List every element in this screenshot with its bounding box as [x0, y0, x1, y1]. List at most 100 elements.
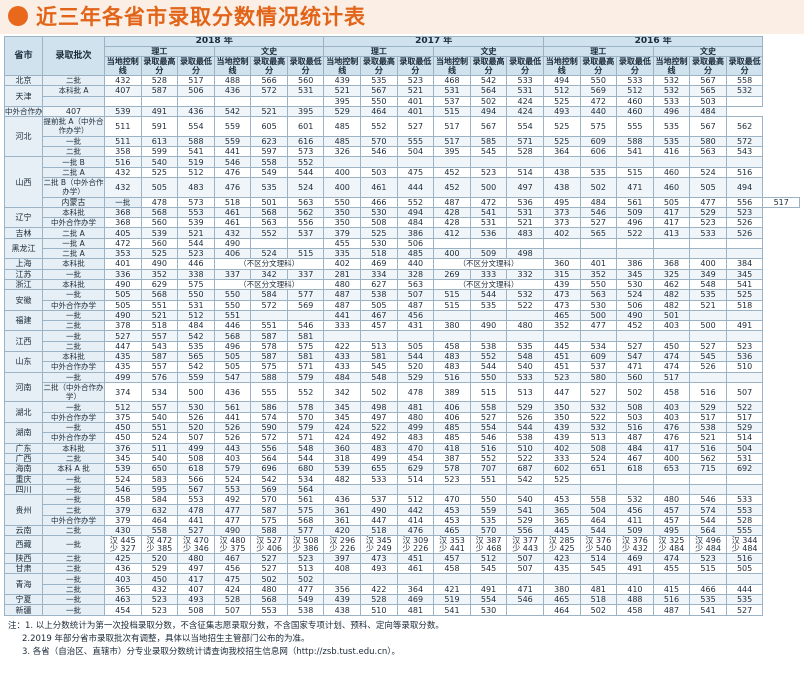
score-cell: 440 [579, 105, 618, 118]
table-row: 中外合作办学4075394914365425213955294644015154… [4, 105, 800, 118]
score-cell: 397 [323, 552, 362, 565]
score-cell: 386 [396, 227, 435, 239]
score-cell: 510 [360, 604, 398, 616]
score-cell: 485 [433, 422, 471, 434]
score-cell: 559 [469, 504, 508, 516]
score-cell: 497 [506, 176, 544, 198]
score-cell: 477 [213, 504, 252, 516]
score-cell: 580 [689, 135, 727, 148]
score-cell: 389 [433, 381, 471, 403]
score-cell: 535 [689, 289, 727, 301]
table-row: 中外合作办学 450 524 507 526 572 571 424 492 483 485 546 5… [5, 432, 800, 444]
score-cell: 505 [140, 176, 179, 198]
score-cell: 552 [286, 156, 325, 168]
score-cell: 360 [542, 258, 581, 270]
header-column: 当地控制线 [652, 56, 691, 76]
province-cell: 浙江 [4, 278, 43, 291]
score-cell: 524 [579, 452, 618, 465]
score-cell: 535 [506, 340, 544, 352]
score-cell: 518 [725, 299, 764, 311]
table-row: 黑龙江 一批 A 472 560 544 490 455 530 506 [4, 237, 800, 260]
table-row: 二批 B（中外合作办学） 432 505 483 476 535 524 400 461 444 4… [5, 176, 800, 198]
score-cell: 528 [360, 594, 398, 606]
score-cell: 488 [213, 74, 252, 87]
batch-cell: 一批 [42, 309, 105, 322]
score-cell: 516 [616, 422, 654, 434]
score-cell: 505 [725, 563, 764, 575]
score-cell: 484 [396, 217, 435, 229]
score-minority: 少 540 [585, 543, 612, 553]
score-cell: 458 [433, 563, 471, 575]
province-cell: 天津 [4, 85, 43, 107]
score-cell: 494 [396, 206, 435, 219]
score-cell: 566 [177, 473, 215, 485]
score-cell: 474 [652, 552, 691, 565]
score-cell: 537 [579, 361, 618, 373]
score-cell [177, 95, 215, 107]
score-cell: 540 [140, 411, 179, 424]
score-cell: 521 [396, 85, 435, 97]
score-cell: 535 [652, 135, 691, 148]
score-cell: 555 [725, 525, 764, 537]
batch-cell: 二批 [42, 74, 105, 87]
score-cell [542, 483, 581, 496]
score-han: 汉 285 [548, 535, 575, 545]
score-cell: 568 [140, 289, 179, 301]
score-cell: 547 [213, 371, 252, 383]
score-cell: 汉 445 少 327 [104, 535, 142, 554]
score-cell: 590 [250, 422, 288, 434]
batch-cell: 二批 [42, 146, 105, 158]
score-cell: 汉 345 少 249 [360, 535, 398, 554]
score-cell: 521 [689, 299, 727, 311]
table-row: 中外合作办学 375 540 526 441 574 570 345 497 480 406 527 5… [5, 411, 800, 424]
score-cell: 493 [360, 563, 398, 575]
score-cell: 350 [542, 411, 581, 424]
score-cell: 692 [725, 463, 764, 475]
score-cell: 421 [433, 583, 471, 596]
batch-cell: 一批 [42, 573, 105, 585]
score-cell: 453 [433, 514, 471, 527]
score-cell: 581 [286, 350, 325, 363]
score-cell: 554 [469, 594, 508, 606]
score-cell: 537 [433, 95, 471, 107]
title-bullet-icon [8, 6, 28, 26]
score-cell: 457 [652, 504, 691, 516]
score-cell: 464 [360, 105, 398, 118]
score-cell: 430 [104, 525, 142, 537]
score-cell [725, 95, 764, 107]
score-cell: 422 [360, 583, 398, 596]
table-row: 重庆 一批 524 583 566 524 542 534 482 533 514 523 551 542… [4, 473, 800, 485]
score-cell: 436 [104, 563, 142, 575]
score-cell: 汉 480 少 375 [213, 535, 252, 554]
table-row: 安徽 一批 505 568 550 550 584 577 487 538 507 515 544 532… [4, 289, 800, 311]
score-cell: 536 [469, 227, 508, 239]
table-row: 江苏 一批 336 352 338 337 342 337 281 334 328 269 333 332… [4, 268, 800, 280]
score-cell: 546 [286, 320, 325, 332]
score-cell: 546 [689, 494, 727, 506]
score-han: 汉 472 [146, 535, 173, 545]
score-cell: 516 [725, 552, 764, 565]
score-cell [506, 156, 544, 168]
score-cell: 570 [286, 411, 325, 424]
score-cell: 499 [360, 452, 398, 465]
score-cell: 578 [286, 401, 325, 413]
province-cell: 内蒙古 [42, 196, 105, 208]
score-cell [725, 473, 764, 485]
score-cell: 417 [652, 206, 691, 219]
score-cell: 353 [104, 248, 142, 260]
score-cell [579, 483, 618, 496]
score-cell: 618 [616, 463, 654, 475]
score-cell: 439 [542, 422, 581, 434]
score-cell: 368 [652, 258, 691, 270]
score-han: 汉 376 [621, 535, 648, 545]
score-cell: 519 [177, 156, 215, 168]
score-cell: 413 [652, 227, 691, 239]
score-cell: 538 [360, 289, 398, 301]
score-cell: 481 [396, 604, 435, 616]
score-cell: 532 [579, 422, 618, 434]
score-cell: 518 [579, 594, 618, 606]
score-cell: 542 [506, 473, 544, 485]
table-row: 二批 365 432 407 424 480 477 356 422 364 421 491 471 38… [5, 583, 800, 596]
score-cell: 541 [433, 604, 471, 616]
score-cell: 588 [250, 371, 288, 383]
